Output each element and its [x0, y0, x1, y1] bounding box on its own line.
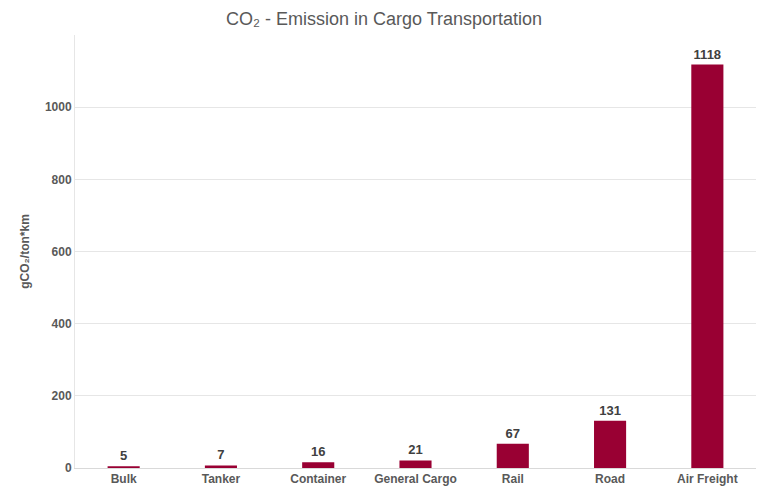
- svg-text:Container: Container: [290, 472, 346, 486]
- svg-text:Air Freight: Air Freight: [677, 472, 738, 486]
- svg-text:gCO₂/ton*km: gCO₂/ton*km: [18, 214, 32, 289]
- svg-text:Bulk: Bulk: [111, 472, 137, 486]
- svg-text:600: 600: [52, 245, 72, 259]
- svg-text:800: 800: [52, 173, 72, 187]
- svg-text:200: 200: [52, 389, 72, 403]
- svg-text:400: 400: [52, 317, 72, 331]
- svg-text:1118: 1118: [694, 47, 722, 62]
- svg-text:16: 16: [311, 444, 325, 459]
- svg-text:0: 0: [65, 461, 72, 475]
- svg-text:131: 131: [599, 403, 621, 418]
- svg-text:Tanker: Tanker: [202, 472, 241, 486]
- svg-text:CO₂ - Emission in Cargo Transp: CO₂ - Emission in Cargo Transportation: [226, 9, 542, 29]
- svg-text:General Cargo: General Cargo: [374, 472, 457, 486]
- svg-text:67: 67: [506, 426, 520, 441]
- svg-text:Rail: Rail: [502, 472, 524, 486]
- svg-text:21: 21: [408, 442, 422, 457]
- svg-text:Road: Road: [595, 472, 625, 486]
- svg-text:7: 7: [217, 447, 224, 462]
- svg-text:1000: 1000: [45, 100, 72, 114]
- svg-text:5: 5: [120, 448, 127, 463]
